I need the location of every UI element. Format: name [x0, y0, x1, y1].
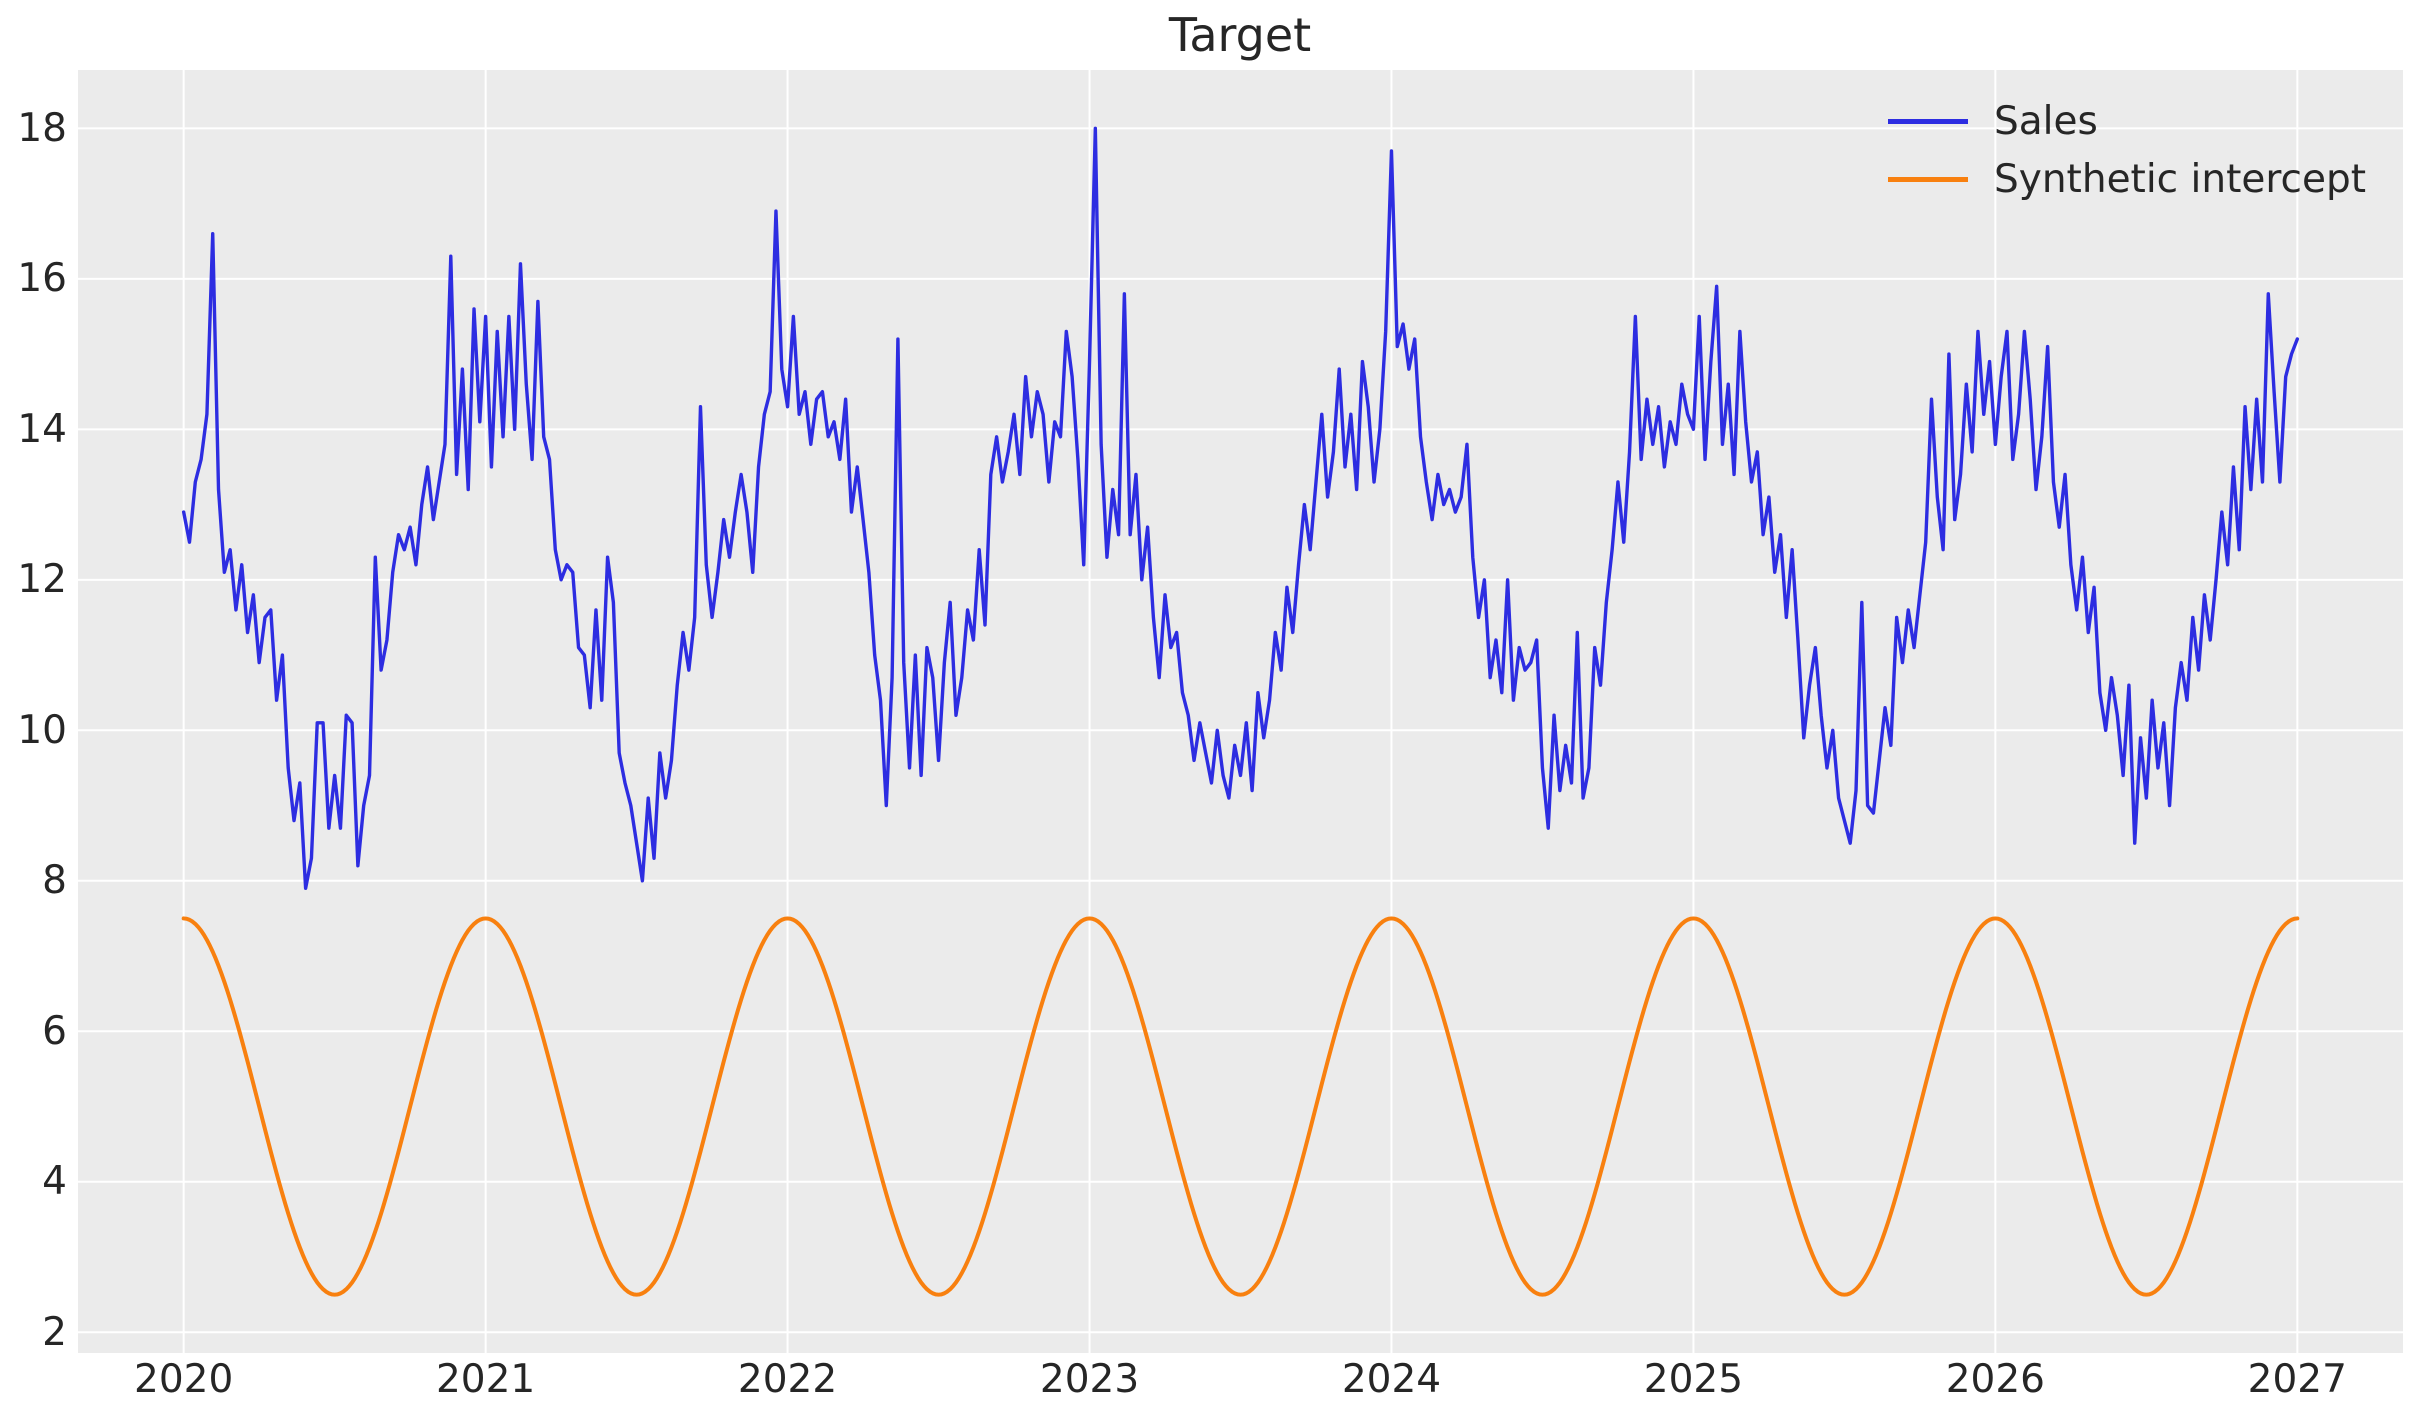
y-tick-label: 4	[42, 1159, 67, 1205]
synthetic-intercept-line-swatch	[1888, 176, 1968, 182]
legend-row-sales: Sales	[1888, 92, 2366, 150]
legend: Sales Synthetic intercept	[1888, 92, 2366, 208]
x-tick-label: 2025	[1643, 1357, 1744, 1402]
x-tick-label: 2027	[2247, 1357, 2347, 1402]
y-tick-label: 10	[17, 707, 67, 753]
y-tick-label: 6	[42, 1008, 67, 1054]
y-tick-label: 16	[17, 256, 67, 302]
legend-label-synthetic-intercept: Synthetic intercept	[1994, 156, 2367, 202]
sales-line	[181, 126, 2300, 891]
x-tick-label: 2023	[1039, 1357, 1140, 1402]
y-tick-label: 12	[17, 557, 67, 603]
y-tick-label: 2	[42, 1309, 67, 1355]
synthetic-intercept-line	[181, 916, 2300, 1297]
chart-title: Target	[1168, 8, 1312, 62]
sales-line-swatch	[1888, 118, 1968, 124]
x-tick-label: 2022	[737, 1357, 838, 1402]
x-tick-label: 2020	[134, 1357, 234, 1402]
legend-row-synthetic-intercept: Synthetic intercept	[1888, 150, 2366, 208]
axes-background	[78, 70, 2403, 1353]
y-tick-label: 8	[42, 858, 67, 904]
x-tick-label: 2021	[435, 1357, 536, 1402]
legend-label-sales: Sales	[1994, 98, 2098, 144]
y-tick-label: 18	[17, 105, 67, 151]
y-tick-label: 14	[17, 406, 67, 452]
x-tick-label: 2024	[1341, 1357, 1442, 1402]
x-tick-label: 2026	[1945, 1357, 2045, 1402]
